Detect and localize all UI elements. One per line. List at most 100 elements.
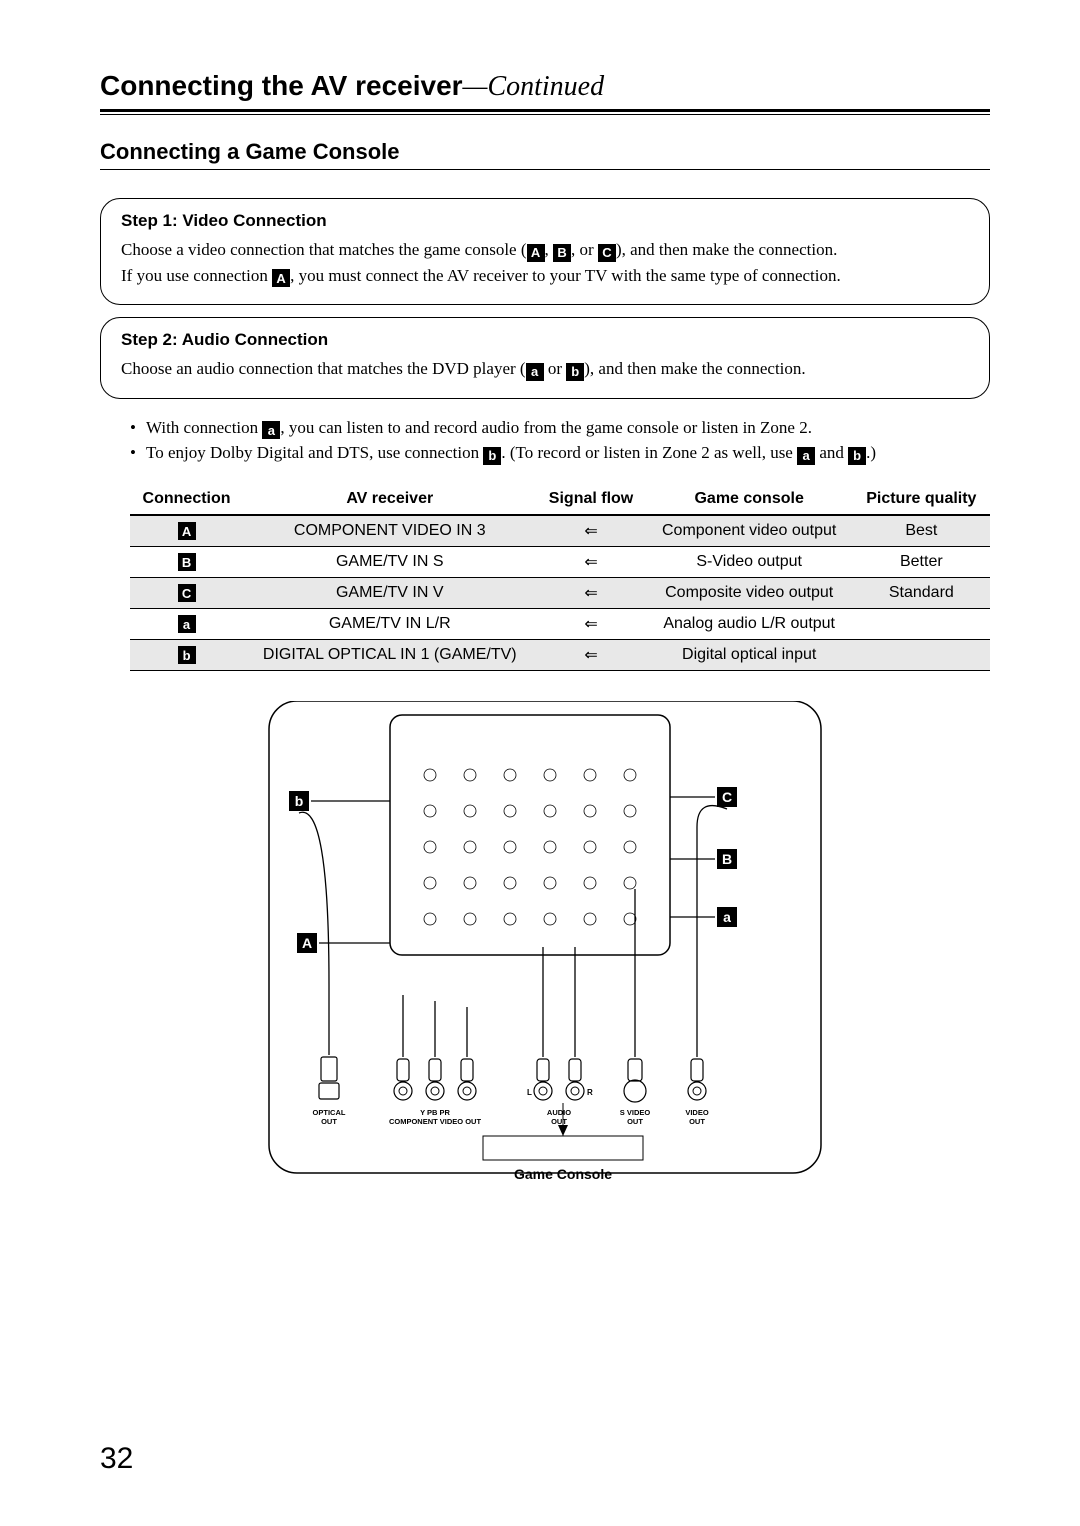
th-connection: Connection — [130, 484, 243, 515]
th-quality: Picture quality — [853, 484, 990, 515]
marker-a-icon: a — [797, 447, 815, 465]
th-receiver: AV receiver — [243, 484, 536, 515]
td-flow: ⇐ — [536, 608, 645, 639]
marker-C-icon: C — [178, 584, 196, 602]
svg-text:S VIDEO: S VIDEO — [620, 1108, 651, 1117]
td-quality — [853, 639, 990, 670]
marker-A-icon: A — [527, 244, 545, 262]
svg-text:B: B — [722, 851, 732, 867]
td-receiver: GAME/TV IN S — [243, 546, 536, 577]
td-console: Analog audio L/R output — [646, 608, 853, 639]
step2-line1a: Choose an audio connection that matches … — [121, 359, 526, 378]
td-quality — [853, 608, 990, 639]
td-connection: a — [130, 608, 243, 639]
td-quality: Best — [853, 515, 990, 547]
header-title-text: Connecting the AV receiver — [100, 70, 463, 101]
svg-text:b: b — [295, 793, 304, 809]
td-console: S-Video output — [646, 546, 853, 577]
step2-line1b: ), and then make the connection. — [584, 359, 805, 378]
svg-text:a: a — [723, 909, 731, 925]
svg-text:OUT: OUT — [689, 1117, 705, 1126]
svg-text:COMPONENT VIDEO OUT: COMPONENT VIDEO OUT — [389, 1117, 482, 1126]
step2-body: Choose an audio connection that matches … — [121, 356, 969, 382]
td-connection: C — [130, 577, 243, 608]
step1-sep2: , or — [571, 240, 598, 259]
th-flow: Signal flow — [536, 484, 645, 515]
td-console: Component video output — [646, 515, 853, 547]
marker-a-icon: a — [178, 615, 196, 633]
td-receiver: GAME/TV IN L/R — [243, 608, 536, 639]
header-continued: —Continued — [463, 71, 605, 102]
notes-list: With connection a, you can listen to and… — [130, 415, 990, 466]
marker-b-icon: b — [566, 363, 584, 381]
page-number: 32 — [100, 1442, 133, 1476]
step1-box: Step 1: Video Connection Choose a video … — [100, 198, 990, 305]
connection-diagram: bACBaLROPTICALOUTY PB PRCOMPONENT VIDEO … — [265, 701, 825, 1201]
step1-line2a: If you use connection — [121, 266, 272, 285]
table-row: a GAME/TV IN L/R⇐Analog audio L/R output — [130, 608, 990, 639]
td-flow: ⇐ — [536, 577, 645, 608]
step1-body: Choose a video connection that matches t… — [121, 237, 969, 288]
b2b: . (To record or listen in Zone 2 as well… — [501, 443, 797, 462]
step2-box: Step 2: Audio Connection Choose an audio… — [100, 317, 990, 399]
table-row: C GAME/TV IN V⇐Composite video outputStan… — [130, 577, 990, 608]
svg-text:Game Console: Game Console — [514, 1166, 612, 1182]
step2-title: Step 2: Audio Connection — [121, 330, 969, 350]
td-flow: ⇐ — [536, 546, 645, 577]
b2a: To enjoy Dolby Digital and DTS, use conn… — [146, 443, 483, 462]
svg-text:OUT: OUT — [321, 1117, 337, 1126]
note-item-1: With connection a, you can listen to and… — [130, 415, 990, 441]
table-row: B GAME/TV IN S⇐S-Video outputBetter — [130, 546, 990, 577]
svg-text:C: C — [722, 789, 732, 805]
section-heading: Connecting a Game Console — [100, 139, 990, 170]
svg-text:OPTICAL: OPTICAL — [313, 1108, 346, 1117]
td-receiver: COMPONENT VIDEO IN 3 — [243, 515, 536, 547]
step2-sep1: or — [544, 359, 567, 378]
td-console: Composite video output — [646, 577, 853, 608]
svg-text:OUT: OUT — [551, 1117, 567, 1126]
b1a: With connection — [146, 418, 262, 437]
step1-line2b: , you must connect the AV receiver to yo… — [290, 266, 841, 285]
header-rule — [100, 109, 990, 115]
td-connection: b — [130, 639, 243, 670]
td-quality: Better — [853, 546, 990, 577]
th-console: Game console — [646, 484, 853, 515]
td-connection: A — [130, 515, 243, 547]
marker-A-icon: A — [178, 522, 196, 540]
td-flow: ⇐ — [536, 639, 645, 670]
marker-C-icon: C — [598, 244, 616, 262]
step1-line1b: ), and then make the connection. — [616, 240, 837, 259]
marker-B-icon: B — [553, 244, 571, 262]
page-header: Connecting the AV receiver—Continued — [100, 70, 990, 109]
table-row: A COMPONENT VIDEO IN 3⇐Component video ou… — [130, 515, 990, 547]
svg-text:VIDEO: VIDEO — [685, 1108, 709, 1117]
marker-A-icon: A — [272, 269, 290, 287]
svg-text:R: R — [587, 1088, 593, 1097]
marker-B-icon: B — [178, 553, 196, 571]
td-receiver: GAME/TV IN V — [243, 577, 536, 608]
svg-text:L: L — [527, 1088, 532, 1097]
td-connection: B — [130, 546, 243, 577]
marker-b-icon: b — [848, 447, 866, 465]
b2c: and — [815, 443, 848, 462]
b2d: .) — [866, 443, 876, 462]
table-row: bDIGITAL OPTICAL IN 1 (GAME/TV)⇐Digital … — [130, 639, 990, 670]
b1b: , you can listen to and record audio fro… — [280, 418, 812, 437]
connections-table: Connection AV receiver Signal flow Game … — [130, 484, 990, 671]
td-quality: Standard — [853, 577, 990, 608]
marker-b-icon: b — [178, 646, 196, 664]
svg-text:OUT: OUT — [627, 1117, 643, 1126]
td-flow: ⇐ — [536, 515, 645, 547]
svg-text:A: A — [302, 935, 312, 951]
marker-a-icon: a — [262, 421, 280, 439]
svg-text:AUDIO: AUDIO — [547, 1108, 571, 1117]
td-receiver: DIGITAL OPTICAL IN 1 (GAME/TV) — [243, 639, 536, 670]
marker-b-icon: b — [483, 447, 501, 465]
step1-title: Step 1: Video Connection — [121, 211, 969, 231]
step1-sep1: , — [545, 240, 554, 259]
svg-text:Y PB PR: Y PB PR — [420, 1108, 450, 1117]
marker-a-icon: a — [526, 363, 544, 381]
note-item-2: To enjoy Dolby Digital and DTS, use conn… — [130, 440, 990, 466]
step1-line1a: Choose a video connection that matches t… — [121, 240, 527, 259]
table-header-row: Connection AV receiver Signal flow Game … — [130, 484, 990, 515]
